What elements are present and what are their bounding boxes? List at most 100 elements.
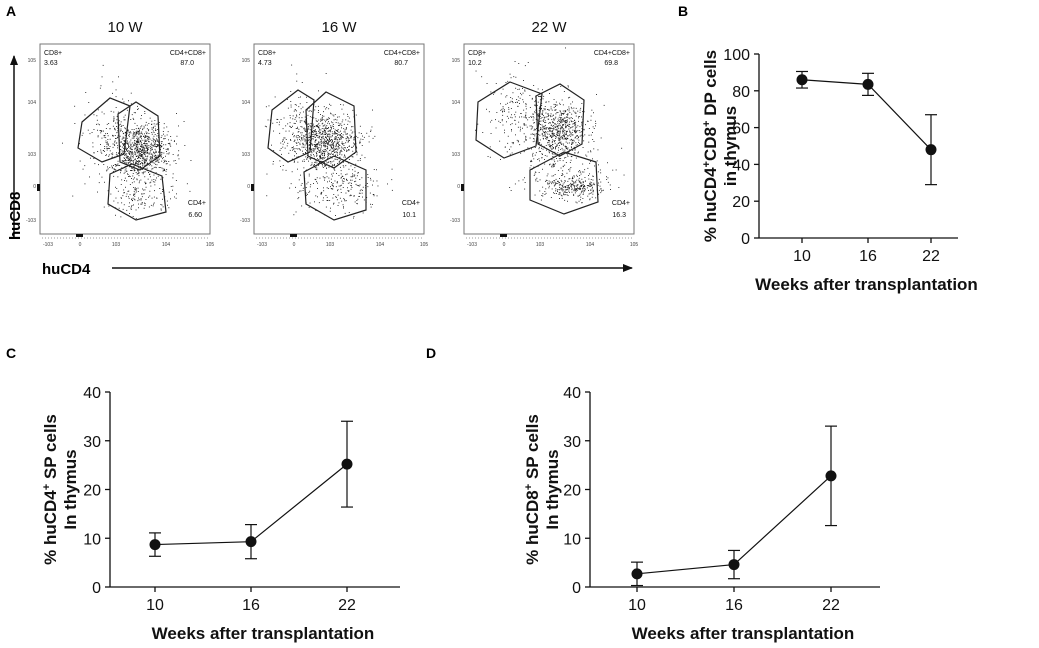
flow-plot-frame (463, 43, 635, 235)
flow-gate (475, 81, 543, 159)
y-axis-label-hucd8: huCD8 (7, 192, 24, 240)
y-tick-label: 0 (572, 580, 581, 597)
chart-b: 0 20 40 60 80 100 10 16 22 Weeks after transplant… (701, 47, 978, 294)
flow-x-tick-label: 104 (162, 242, 171, 248)
panel-label-d: D (426, 345, 436, 361)
x-axis-title: Weeks after transplantation (632, 624, 855, 643)
panel-label-c: C (6, 345, 16, 361)
y-tick-label: 0 (741, 231, 750, 248)
flow-gate (535, 83, 585, 157)
flow-y-tick-label: 103 (242, 152, 251, 158)
flow-x-tick-label: 103 (112, 242, 121, 248)
flow-y-tick-label: 0 (247, 184, 250, 190)
x-tick-label: 22 (338, 597, 356, 614)
data-point (341, 458, 353, 470)
flow-x-tick-label: 0 (79, 242, 82, 248)
y-tick-label: 100 (723, 47, 750, 64)
flow-x-zero-marker (76, 234, 83, 237)
y-tick-label: 30 (83, 434, 101, 451)
y-axis-title-line2: In thymus (543, 449, 562, 529)
flow-y-tick-label: 104 (28, 100, 37, 106)
data-point (925, 144, 937, 156)
data-point (728, 559, 740, 571)
x-tick-label: 22 (922, 248, 940, 265)
flow-y-tick-label: 0 (457, 184, 460, 190)
flow-y-tick-label: 105 (28, 58, 37, 64)
gate-value-cd8: 4.73 (258, 60, 272, 67)
gate-value-dp: 69.8 (604, 60, 618, 67)
gate-label-cd8: CD8+ (258, 50, 276, 57)
flow-plot: 10 W CD8+ 3.63 CD4+CD8+ 87.0 CD4+ 6.60 105 104 10… (26, 19, 214, 248)
gate-value-dp: 87.0 (180, 60, 194, 67)
x-tick-label: 16 (859, 248, 877, 265)
flow-x-tick-label: -103 (467, 242, 477, 248)
y-tick-label: 10 (83, 531, 101, 548)
flow-y-tick-label: 105 (452, 58, 461, 64)
flow-gate (117, 101, 161, 171)
series-line (801, 79, 932, 151)
gate-label-dp: CD4+CD8+ (594, 50, 630, 57)
gate-label-cd8: CD8+ (44, 50, 62, 57)
chart-c: 0 10 20 30 40 10 16 22 Weeks after transplantati… (41, 385, 400, 643)
data-point (862, 78, 874, 90)
flow-y-zero-marker (37, 184, 40, 191)
gate-label-cd8: CD8+ (468, 50, 486, 57)
flow-plot-title: 16 W (321, 19, 357, 36)
x-axis-label-hucd4: huCD4 (42, 261, 91, 278)
y-tick-label: 10 (563, 531, 581, 548)
flow-x-tick-label: 0 (503, 242, 506, 248)
flow-plot: 22 W CD8+ 10.2 CD4+CD8+ 69.8 CD4+ 16.3 105 104 10… (450, 19, 638, 248)
x-axis-title: Weeks after transplantation (152, 624, 375, 643)
x-tick-label: 16 (725, 597, 743, 614)
flow-x-zero-marker (290, 234, 297, 237)
flow-plots: 10 WCD8+3.63CD4+CD8+87.0CD4+6.6010510410… (26, 19, 638, 248)
gate-value-cd8: 10.2 (468, 60, 482, 67)
panel-label-a: A (6, 3, 16, 19)
gate-label-cd4: CD4+ (612, 200, 630, 207)
y-axis-title-line1: % huCD8+ SP cells (523, 414, 542, 565)
y-tick-label: 40 (83, 385, 101, 402)
y-tick-label: 20 (83, 483, 101, 500)
data-point (245, 536, 257, 548)
flow-x-tick-label: 105 (206, 242, 215, 248)
flow-x-tick-label: 105 (420, 242, 429, 248)
flow-y-tick-label: -103 (26, 218, 36, 224)
flow-x-tick-label: -103 (43, 242, 53, 248)
x-tick-label: 10 (628, 597, 646, 614)
flow-x-tick-label: 105 (630, 242, 639, 248)
flow-gate (529, 151, 599, 215)
flow-y-zero-marker (461, 184, 464, 191)
y-tick-label: 40 (732, 157, 750, 174)
y-tick-label: 60 (732, 121, 750, 138)
panel-label-b: B (678, 3, 688, 19)
flow-x-zero-marker (500, 234, 507, 237)
gate-value-dp: 80.7 (394, 60, 408, 67)
gate-label-cd4: CD4+ (188, 200, 206, 207)
chart-d: 0 10 20 30 40 10 16 22 Weeks after transplantati… (523, 385, 880, 643)
flow-plot-title: 22 W (531, 19, 567, 36)
x-tick-label: 10 (793, 248, 811, 265)
flow-x-tick-label: 0 (293, 242, 296, 248)
x-tick-label: 16 (242, 597, 260, 614)
flow-y-tick-label: 103 (452, 152, 461, 158)
panel-a: A huCD8 huCD4 10 WCD8+3.63CD4+CD8+87.0CD… (6, 3, 638, 278)
flow-plot-title: 10 W (107, 19, 143, 36)
flow-gate (305, 91, 357, 169)
gate-value-cd4: 10.1 (402, 212, 416, 219)
data-point (825, 470, 837, 482)
flow-x-tick-label: 103 (536, 242, 545, 248)
flow-plot: 16 W CD8+ 4.73 CD4+CD8+ 80.7 CD4+ 10.1 105 104 10… (240, 19, 428, 248)
y-tick-label: 0 (92, 580, 101, 597)
flow-y-zero-marker (251, 184, 254, 191)
y-axis-title-line1: % huCD4+ SP cells (41, 414, 60, 565)
y-tick-label: 40 (563, 385, 581, 402)
y-axis-title-line2: In thymus (61, 449, 80, 529)
y-tick-label: 20 (732, 194, 750, 211)
gate-label-dp: CD4+CD8+ (384, 50, 420, 57)
y-tick-label: 30 (563, 434, 581, 451)
flow-x-tick-label: -103 (257, 242, 267, 248)
y-axis-title-line2: in thymus (721, 106, 740, 186)
flow-y-tick-label: 103 (28, 152, 37, 158)
flow-y-tick-label: 105 (242, 58, 251, 64)
